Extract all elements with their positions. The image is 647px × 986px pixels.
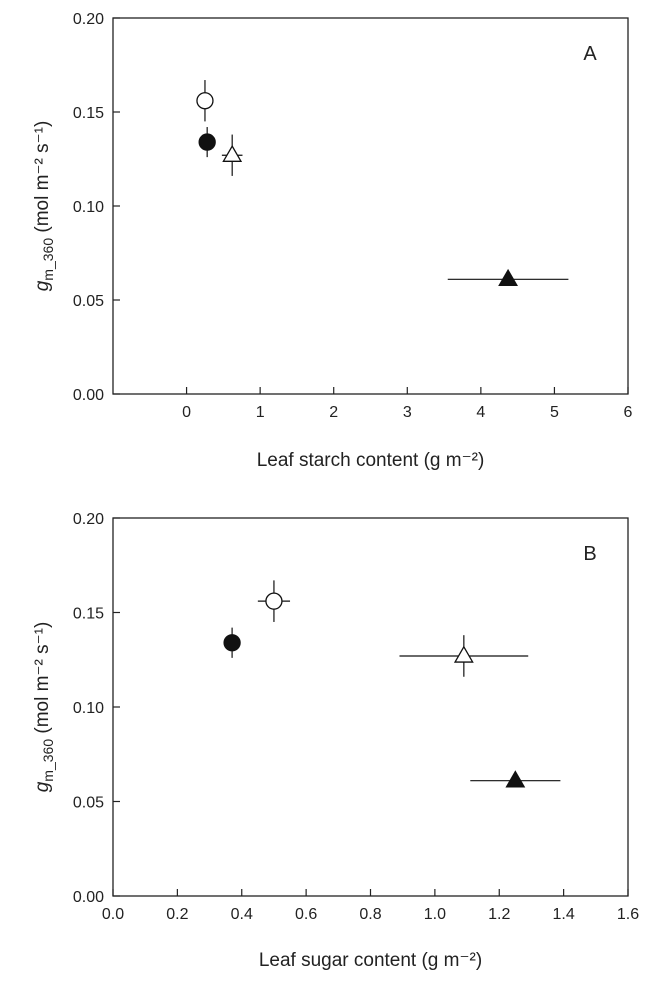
y-tick-label: 0.20 [73,11,104,28]
x-tick-label: 1 [256,404,265,421]
y-tick-label: 0.00 [73,889,104,906]
marker-circle-open [265,592,283,610]
panel-label-b: B [583,543,596,565]
y-axis-title-symbol-a: g [32,280,53,291]
plot-frame-a [112,17,629,395]
x-tick-label: 0 [182,404,191,421]
marker-circle-filled [223,634,241,652]
x-axis-a: 0 1 2 3 4 5 6 [182,387,633,421]
marker-circle-open [196,92,214,110]
y-axis-title-subscript-b: m_360 [40,739,56,782]
marker-triangle-filled [505,770,526,788]
y-tick-label: 0.10 [73,700,104,717]
plot-frame-b [112,517,629,897]
x-axis-title-b: Leaf sugar content (g m⁻²) [259,950,482,971]
y-axis-title-a: gm_360 (mol m⁻² s⁻¹) [32,121,56,292]
data-point-triangle-filled [470,770,561,788]
y-axis-title-units-b: (mol m⁻² s⁻¹) [32,622,53,739]
marker-triangle-filled [498,268,519,287]
y-axis-a: 0.00 0.05 0.10 0.15 0.20 [73,11,120,404]
x-axis-b: 0.0 0.2 0.4 0.6 0.8 1.0 1.2 1.4 1.6 [102,889,639,923]
data-points-b [223,580,561,788]
x-tick-label: 4 [476,404,485,421]
x-tick-label: 1.4 [553,906,575,923]
panel-b: 0.00 0.05 0.10 0.15 0.20 0.0 0.2 0.4 0.6 0.8 1.0 1… [32,511,639,971]
data-point-circle-filled [198,127,216,158]
x-tick-label: 0.8 [359,906,381,923]
panel-label-a: A [583,43,597,65]
x-tick-label: 0.0 [102,906,124,923]
y-tick-label: 0.05 [73,795,104,812]
x-tick-label: 1.2 [488,906,510,923]
y-axis-title-subscript-a: m_360 [40,238,56,281]
x-tick-label: 1.0 [424,906,446,923]
y-axis-b: 0.00 0.05 0.10 0.15 0.20 [73,511,120,906]
data-point-triangle-open [221,134,243,176]
x-tick-label: 5 [550,404,559,421]
marker-triangle-open [453,645,474,663]
y-tick-label: 0.20 [73,511,104,528]
y-axis-title-b: gm_360 (mol m⁻² s⁻¹) [32,622,56,793]
data-point-triangle-open [399,635,529,677]
y-tick-label: 0.10 [73,199,104,216]
x-tick-label: 0.4 [231,906,253,923]
marker-triangle-open [222,144,243,162]
y-tick-label: 0.00 [73,387,104,404]
data-point-circle-open [196,80,214,122]
data-points-a [196,80,569,287]
data-point-circle-filled [223,627,241,658]
y-tick-label: 0.05 [73,293,104,310]
x-tick-label: 0.2 [166,906,188,923]
x-axis-title-a: Leaf starch content (g m⁻²) [257,450,485,471]
y-axis-title-symbol-b: g [32,781,53,792]
data-point-circle-open [257,580,291,622]
x-tick-label: 0.6 [295,906,317,923]
x-tick-label: 3 [403,404,412,421]
x-tick-label: 1.6 [617,906,639,923]
y-tick-label: 0.15 [73,105,104,122]
data-point-triangle-filled [447,268,569,287]
panel-a: 0.00 0.05 0.10 0.15 0.20 0 1 2 3 4 5 6 A Leaf star… [32,11,633,471]
y-tick-label: 0.15 [73,606,104,623]
y-axis-title-units-a: (mol m⁻² s⁻¹) [32,121,53,238]
x-tick-label: 2 [329,404,338,421]
marker-circle-filled [198,133,216,151]
x-tick-label: 6 [624,404,633,421]
